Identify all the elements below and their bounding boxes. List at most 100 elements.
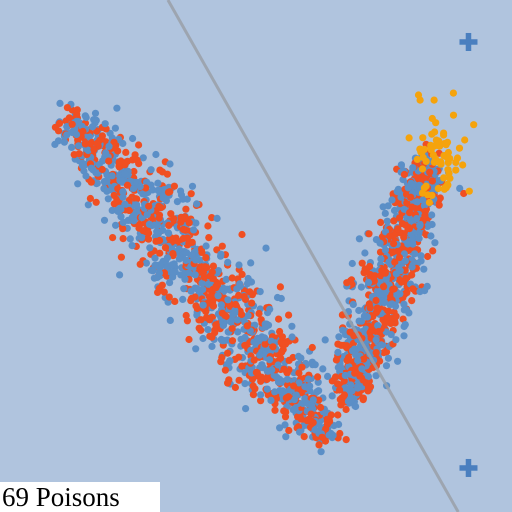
class-b-point bbox=[122, 148, 130, 156]
poison-point bbox=[446, 174, 454, 182]
class-a-point bbox=[192, 219, 200, 227]
class-b-point bbox=[198, 248, 206, 256]
class-a-point bbox=[381, 288, 389, 297]
class-b-point bbox=[283, 338, 291, 346]
class-b-point bbox=[238, 230, 246, 239]
class-b-point bbox=[403, 289, 411, 297]
class-a-point bbox=[227, 318, 235, 326]
class-b-point bbox=[156, 236, 164, 245]
class-b-point bbox=[405, 225, 413, 233]
class-b-point bbox=[170, 182, 178, 190]
class-a-point bbox=[319, 365, 327, 373]
class-b-point bbox=[185, 219, 193, 227]
class-b-point bbox=[179, 225, 187, 234]
class-a-point bbox=[143, 211, 151, 219]
class-b-point bbox=[277, 354, 285, 362]
class-a-point bbox=[75, 142, 83, 150]
class-a-point bbox=[181, 275, 189, 283]
class-a-point bbox=[309, 396, 317, 404]
class-b-point bbox=[183, 317, 191, 325]
poison-point bbox=[430, 96, 438, 104]
class-a-point bbox=[393, 291, 401, 299]
class-a-point bbox=[296, 428, 304, 436]
class-b-point bbox=[87, 178, 95, 186]
poison-point bbox=[440, 131, 448, 139]
class-b-point bbox=[276, 327, 284, 336]
class-b-point bbox=[275, 315, 283, 323]
class-a-point bbox=[193, 285, 201, 293]
class-b-point bbox=[255, 309, 263, 318]
class-a-point bbox=[139, 154, 147, 162]
class-b-point bbox=[381, 319, 389, 327]
class-b-point bbox=[251, 385, 259, 393]
class-a-point bbox=[388, 196, 396, 204]
class-b-point bbox=[334, 411, 342, 419]
class-b-point bbox=[235, 291, 243, 299]
target-markers bbox=[459, 32, 478, 477]
class-a-point bbox=[138, 234, 146, 242]
class-b-point bbox=[174, 237, 182, 245]
class-a-point bbox=[151, 254, 159, 262]
class-b-point bbox=[221, 366, 229, 374]
class-a-point bbox=[231, 309, 239, 317]
class-b-point bbox=[209, 302, 217, 310]
class-a-point bbox=[154, 186, 162, 194]
class-b-point bbox=[79, 127, 87, 135]
poison-point bbox=[418, 148, 426, 156]
class-a-point bbox=[263, 385, 271, 393]
class-a-point bbox=[372, 336, 380, 344]
class-a-point bbox=[295, 379, 303, 387]
class-a-point bbox=[282, 433, 290, 441]
class-b-point bbox=[145, 202, 153, 210]
poison-point bbox=[428, 114, 436, 123]
poison-point bbox=[465, 187, 473, 195]
class-b-point bbox=[403, 199, 411, 207]
class-a-point bbox=[247, 259, 255, 267]
class-a-point bbox=[354, 356, 362, 365]
class-b-point bbox=[160, 288, 168, 296]
class-a-point bbox=[192, 256, 200, 264]
poison-point bbox=[440, 174, 448, 182]
class-a-point bbox=[188, 182, 197, 190]
poison-point bbox=[445, 154, 453, 162]
class-a-point bbox=[424, 222, 432, 230]
class-b-point bbox=[182, 205, 190, 213]
class-b-point bbox=[238, 270, 246, 278]
class-a-point bbox=[408, 263, 416, 271]
class-b-point bbox=[165, 221, 173, 229]
class-b-point bbox=[200, 273, 208, 281]
class-a-point bbox=[317, 448, 325, 456]
class-a-point bbox=[400, 205, 408, 213]
class-b-point bbox=[285, 311, 293, 319]
class-a-point bbox=[357, 283, 365, 291]
class-b-point bbox=[390, 240, 398, 248]
class-b-point bbox=[409, 285, 417, 293]
class-a-point bbox=[56, 99, 64, 107]
class-b-point bbox=[278, 333, 286, 341]
class-a-point bbox=[119, 188, 127, 196]
class-a-point bbox=[347, 381, 355, 389]
class-b-point bbox=[155, 214, 163, 222]
class-a-point bbox=[112, 221, 120, 229]
class-b-point bbox=[277, 338, 285, 346]
class-a-point bbox=[175, 255, 183, 263]
class-a-point bbox=[208, 342, 216, 350]
class-a-point bbox=[117, 213, 125, 221]
class-a-point bbox=[427, 232, 435, 240]
class-a-point bbox=[402, 306, 411, 314]
class-a-point bbox=[132, 201, 140, 209]
class-b-point bbox=[356, 372, 364, 380]
class-b-point bbox=[297, 415, 305, 423]
class-a-point bbox=[308, 402, 316, 410]
poison-point bbox=[449, 89, 457, 97]
class-b-point bbox=[369, 274, 378, 282]
class-b-point bbox=[96, 136, 104, 145]
class-a-point bbox=[102, 149, 110, 157]
class-b-point bbox=[119, 235, 127, 243]
class-b-point bbox=[110, 138, 118, 146]
class-a-point bbox=[159, 226, 167, 234]
poison-point bbox=[437, 158, 445, 166]
class-a-point bbox=[145, 220, 153, 228]
class-b-point bbox=[285, 426, 293, 435]
class-a-point bbox=[168, 261, 176, 269]
